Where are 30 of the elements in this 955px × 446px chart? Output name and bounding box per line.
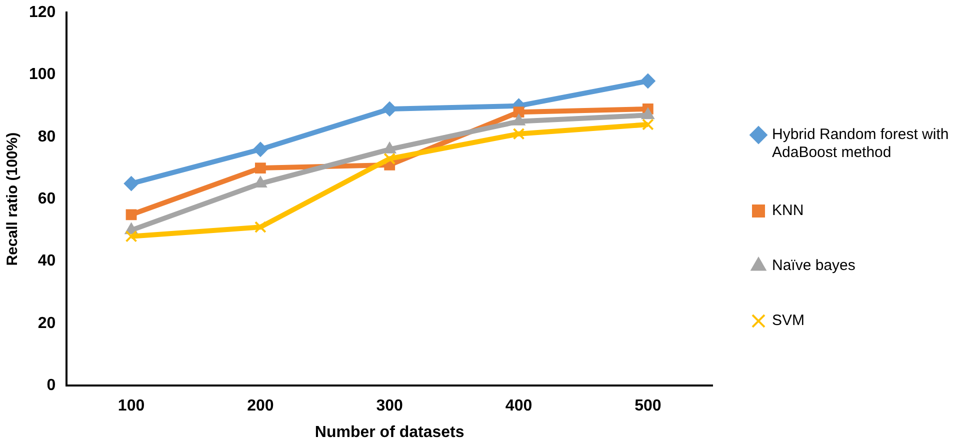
- point: [384, 152, 396, 165]
- point: [254, 221, 266, 234]
- y-tick-label: 100: [28, 66, 56, 84]
- x-axis-title: Number of datasets: [314, 424, 464, 441]
- y-tick-label: 80: [38, 128, 56, 146]
- x-tick-label: 200: [247, 398, 274, 415]
- y-tick-label: 20: [38, 314, 56, 332]
- point: [512, 128, 525, 140]
- y-axis-title: Recall ratio (100%): [4, 132, 22, 266]
- x-tick-label: 300: [376, 398, 404, 415]
- point: [124, 176, 139, 192]
- x-tick-label: 500: [634, 398, 662, 415]
- point: [382, 101, 398, 116]
- point: [126, 209, 137, 220]
- point: [642, 118, 654, 130]
- y-tick-label: 120: [28, 4, 56, 22]
- x-tick-label: 400: [505, 398, 532, 415]
- x-tick-label: 100: [118, 398, 145, 415]
- y-tick-label: 0: [46, 377, 56, 394]
- legend-label: Naïve bayes: [772, 257, 856, 274]
- point: [513, 106, 524, 118]
- legend-label: Hybrid Random forest with AdaBoost method: [772, 126, 949, 162]
- point: [125, 230, 138, 242]
- legend-label: KNN: [772, 202, 804, 220]
- point: [252, 142, 268, 157]
- point: [254, 162, 266, 174]
- y-tick-label: 40: [38, 252, 56, 270]
- y-tick-label: 60: [38, 190, 56, 208]
- legend-label: SVM: [772, 312, 805, 330]
- point: [640, 73, 656, 88]
